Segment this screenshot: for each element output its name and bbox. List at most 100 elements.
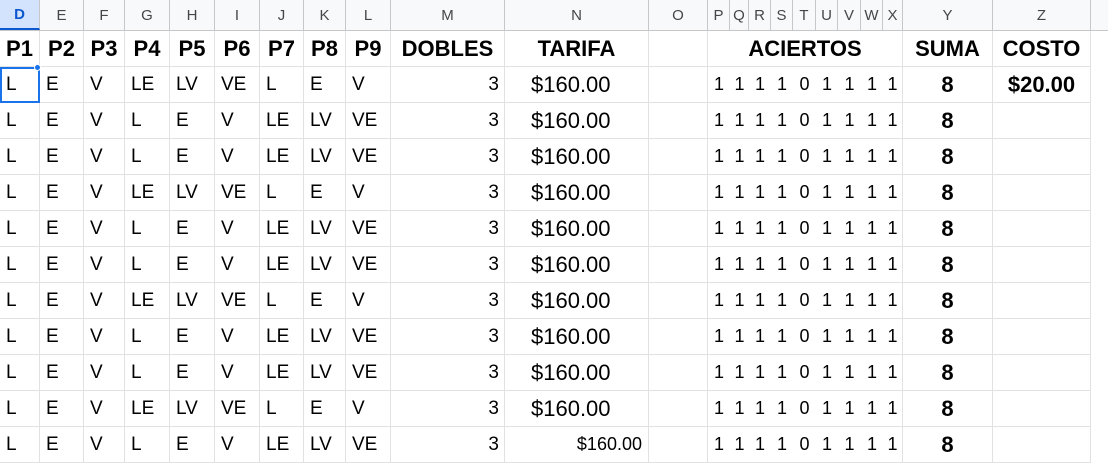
cell-tarifa[interactable]: $160.00 — [505, 319, 649, 355]
cell-p1[interactable]: L — [0, 247, 40, 283]
cell-p2[interactable]: E — [40, 427, 84, 463]
cell-acierto[interactable]: 1 — [730, 319, 749, 355]
cell-p6[interactable]: VE — [215, 67, 260, 103]
cell-p9[interactable]: VE — [346, 247, 391, 283]
cell-acierto[interactable]: 1 — [838, 283, 861, 319]
cell-p1[interactable]: L — [0, 175, 40, 211]
cell-costo[interactable] — [993, 391, 1091, 427]
column-header-n[interactable]: N — [505, 0, 649, 30]
cell-p5[interactable]: LV — [170, 67, 215, 103]
column-header-j[interactable]: J — [260, 0, 304, 30]
cell-p8[interactable]: LV — [304, 427, 346, 463]
cell-dobles[interactable]: 3 — [391, 247, 505, 283]
cell-acierto[interactable]: 0 — [793, 427, 816, 463]
cell-suma[interactable]: 8 — [903, 211, 993, 247]
empty-cell[interactable] — [649, 247, 708, 283]
cell-suma[interactable]: 8 — [903, 355, 993, 391]
header-p4[interactable]: P4 — [125, 31, 170, 67]
cell-p2[interactable]: E — [40, 319, 84, 355]
cell-acierto[interactable]: 1 — [838, 175, 861, 211]
cell-p8[interactable]: E — [304, 391, 346, 427]
column-header-p[interactable]: P — [708, 0, 730, 30]
cell-acierto[interactable]: 1 — [861, 175, 883, 211]
cell-acierto[interactable]: 1 — [749, 391, 771, 427]
cell-acierto[interactable]: 1 — [883, 247, 903, 283]
header-p3[interactable]: P3 — [84, 31, 125, 67]
cell-p4[interactable]: L — [125, 427, 170, 463]
cell-p2[interactable]: E — [40, 355, 84, 391]
cell-acierto[interactable]: 1 — [730, 283, 749, 319]
cell-p4[interactable]: LE — [125, 175, 170, 211]
cell-suma[interactable]: 8 — [903, 103, 993, 139]
cell-p5[interactable]: LV — [170, 175, 215, 211]
cell-costo[interactable] — [993, 283, 1091, 319]
cell-p7[interactable]: LE — [260, 319, 304, 355]
cell-suma[interactable]: 8 — [903, 427, 993, 463]
cell-acierto[interactable]: 1 — [771, 211, 793, 247]
cell-acierto[interactable]: 1 — [771, 391, 793, 427]
empty-cell[interactable] — [649, 139, 708, 175]
cell-p6[interactable]: VE — [215, 391, 260, 427]
cell-acierto[interactable]: 1 — [838, 319, 861, 355]
cell-acierto[interactable]: 0 — [793, 175, 816, 211]
cell-p8[interactable]: LV — [304, 103, 346, 139]
cell-p9[interactable]: V — [346, 391, 391, 427]
cell-costo[interactable] — [993, 247, 1091, 283]
cell-acierto[interactable]: 1 — [708, 103, 730, 139]
cell-p4[interactable]: L — [125, 355, 170, 391]
cell-acierto[interactable]: 0 — [793, 391, 816, 427]
column-header-r[interactable]: R — [749, 0, 771, 30]
cell-acierto[interactable]: 1 — [838, 427, 861, 463]
cell-p9[interactable]: VE — [346, 139, 391, 175]
cell-p2[interactable]: E — [40, 103, 84, 139]
column-header-s[interactable]: S — [771, 0, 793, 30]
empty-cell[interactable] — [649, 355, 708, 391]
cell-p6[interactable]: V — [215, 427, 260, 463]
cell-suma[interactable]: 8 — [903, 283, 993, 319]
cell-p3[interactable]: V — [84, 319, 125, 355]
column-header-y[interactable]: Y — [903, 0, 993, 30]
empty-cell[interactable] — [649, 391, 708, 427]
cell-p1[interactable]: L — [0, 427, 40, 463]
cell-acierto[interactable]: 1 — [816, 67, 838, 103]
cell-p6[interactable]: V — [215, 319, 260, 355]
cell-acierto[interactable]: 1 — [861, 355, 883, 391]
column-header-i[interactable]: I — [215, 0, 260, 30]
header-tarifa[interactable]: TARIFA — [505, 31, 649, 67]
cell-acierto[interactable]: 1 — [749, 139, 771, 175]
cell-suma[interactable]: 8 — [903, 67, 993, 103]
cell-acierto[interactable]: 1 — [730, 211, 749, 247]
cell-acierto[interactable]: 1 — [861, 391, 883, 427]
cell-p2[interactable]: E — [40, 139, 84, 175]
cell-suma[interactable]: 8 — [903, 139, 993, 175]
cell-p1[interactable]: L — [0, 391, 40, 427]
cell-p3[interactable]: V — [84, 211, 125, 247]
cell-p5[interactable]: E — [170, 211, 215, 247]
cell-p3[interactable]: V — [84, 391, 125, 427]
cell-acierto[interactable]: 1 — [708, 139, 730, 175]
cell-acierto[interactable]: 0 — [793, 247, 816, 283]
cell-p7[interactable]: L — [260, 283, 304, 319]
selection-fill-handle[interactable] — [34, 64, 41, 71]
cell-acierto[interactable]: 1 — [771, 67, 793, 103]
header-p5[interactable]: P5 — [170, 31, 215, 67]
cell-p8[interactable]: LV — [304, 247, 346, 283]
cell-acierto[interactable]: 0 — [793, 67, 816, 103]
cell-tarifa[interactable]: $160.00 — [505, 67, 649, 103]
cell-tarifa[interactable]: $160.00 — [505, 175, 649, 211]
cell-p9[interactable]: V — [346, 175, 391, 211]
cell-dobles[interactable]: 3 — [391, 355, 505, 391]
column-header-q[interactable]: Q — [730, 0, 749, 30]
cell-acierto[interactable]: 1 — [861, 139, 883, 175]
cell-acierto[interactable]: 1 — [816, 103, 838, 139]
cell-p3[interactable]: V — [84, 355, 125, 391]
cell-acierto[interactable]: 1 — [816, 139, 838, 175]
cell-p5[interactable]: E — [170, 139, 215, 175]
cell-acierto[interactable]: 1 — [816, 211, 838, 247]
cell-p4[interactable]: LE — [125, 391, 170, 427]
header-suma[interactable]: SUMA — [903, 31, 993, 67]
cell-p6[interactable]: V — [215, 355, 260, 391]
header-p8[interactable]: P8 — [304, 31, 346, 67]
cell-p7[interactable]: LE — [260, 247, 304, 283]
cell-acierto[interactable]: 1 — [771, 427, 793, 463]
